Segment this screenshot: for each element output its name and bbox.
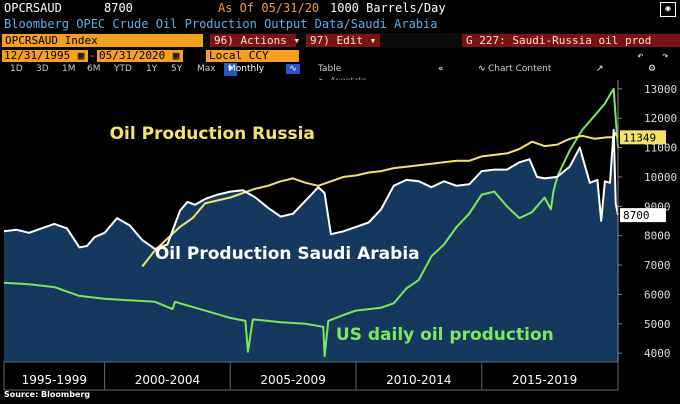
x-category-label: 2010-2014 xyxy=(386,373,451,387)
saudi-production-line xyxy=(3,128,619,250)
chevron-down-icon: ▾ xyxy=(293,34,301,47)
period-1m[interactable]: 1M xyxy=(62,64,76,74)
as-of-date: As Of 05/31/20 xyxy=(218,1,320,15)
period-ytd[interactable]: YTD xyxy=(114,64,132,74)
y-tick-label: 11000 xyxy=(644,142,677,155)
y-tick-label: 5000 xyxy=(644,318,671,331)
label-russia: Oil Production Russia xyxy=(110,124,315,144)
period-1y[interactable]: 1Y xyxy=(146,64,158,74)
period-max[interactable]: Max xyxy=(197,64,216,74)
label-saudi: Oil Production Saudi Arabia xyxy=(155,244,420,264)
last-value-badge xyxy=(620,130,666,145)
end-date-input[interactable]: 05/31/2020 xyxy=(97,49,167,62)
subtitle-bar: Bloomberg OPEC Crude Oil Production Outp… xyxy=(0,17,680,32)
table-toggle[interactable]: Table xyxy=(318,64,342,74)
chart-content-button[interactable]: Chart Content xyxy=(488,64,552,74)
period-3d[interactable]: 3D xyxy=(36,64,49,74)
ticker-input[interactable]: OPCRSAUD Index xyxy=(2,34,203,47)
chart-icon: ∿ xyxy=(478,64,486,74)
redo-icon[interactable]: ↷ xyxy=(662,49,669,62)
period-6m[interactable]: 6M xyxy=(87,64,101,74)
label-us: US daily oil production xyxy=(336,325,554,345)
x-category-label: 2000-2004 xyxy=(135,373,200,387)
start-date-input[interactable]: 12/31/1995 xyxy=(2,49,72,62)
us-production-line xyxy=(3,87,619,358)
frequency-label: Monthly xyxy=(228,64,265,74)
y-tick-label: 12000 xyxy=(644,112,677,125)
gear-icon[interactable]: ⚙ xyxy=(648,64,657,74)
currency-select[interactable]: Local CCY xyxy=(206,50,299,62)
page-subtitle: Bloomberg OPEC Crude Oil Production Outp… xyxy=(4,17,438,31)
saudi-area xyxy=(4,129,618,362)
y-tick-label: 10000 xyxy=(644,171,677,184)
calendar-icon[interactable]: ▦ xyxy=(167,50,183,62)
actions-label: 96) Actions xyxy=(214,34,287,47)
calendar-icon[interactable]: ▦ xyxy=(72,50,88,62)
last-value-text: 11349 xyxy=(623,131,656,144)
x-category-label: 2015-2019 xyxy=(512,373,577,387)
graph-title-field[interactable]: G 227: Saudi-Russia oil prod xyxy=(462,34,680,47)
collapse-icon[interactable]: « xyxy=(438,64,444,74)
last-value-text: 8700 xyxy=(623,209,650,222)
y-tick-label: 4000 xyxy=(644,347,671,360)
actions-menu-button[interactable]: 96) Actions ▾ xyxy=(210,34,300,47)
y-tick-label: 6000 xyxy=(644,288,671,301)
date-range-bar: 12/31/1995 ▦ - 05/31/2020 ▦ Local CCY ↶ … xyxy=(2,49,669,62)
x-axis-band xyxy=(3,361,619,391)
y-tick-label: 13000 xyxy=(644,83,677,96)
x-category-label: 1995-1999 xyxy=(22,373,87,387)
expand-icon[interactable]: ↗ xyxy=(596,64,604,74)
camera-icon[interactable]: ◉ xyxy=(660,2,676,17)
y-tick-label: 7000 xyxy=(644,259,671,272)
edit-menu-button[interactable]: 97) Edit ▾ xyxy=(306,34,380,47)
period-5y[interactable]: 5Y xyxy=(171,64,183,74)
line-chart-icon[interactable]: ∿ xyxy=(286,64,300,74)
edit-label: 97) Edit xyxy=(310,34,363,47)
last-value-badge xyxy=(620,208,666,223)
command-bar: OPCRSAUD Index 96) Actions ▾ 97) Edit ▾ … xyxy=(0,33,680,48)
ticker-code: OPCRSAUD xyxy=(4,1,62,15)
units-label: 1000 Barrels/Day xyxy=(330,1,446,15)
last-value: 8700 xyxy=(104,1,133,15)
frequency-select[interactable]: Monthly ▾ xyxy=(224,63,264,76)
period-bar: 1D 3D 1M 6M YTD 1Y 5Y Max Monthly ▾ ∿ Ta… xyxy=(0,63,680,76)
source-note: Source: Bloomberg xyxy=(4,390,91,399)
header-bar: OPCRSAUD 8700 As Of 05/31/20 1000 Barrel… xyxy=(0,0,680,17)
russia-production-line xyxy=(141,131,619,268)
x-category-label: 2005-2009 xyxy=(260,373,325,387)
chevron-down-icon: ▾ xyxy=(369,34,377,47)
undo-icon[interactable]: ↶ xyxy=(637,49,644,62)
period-1d[interactable]: 1D xyxy=(10,64,23,74)
y-tick-label: 8000 xyxy=(644,230,671,243)
